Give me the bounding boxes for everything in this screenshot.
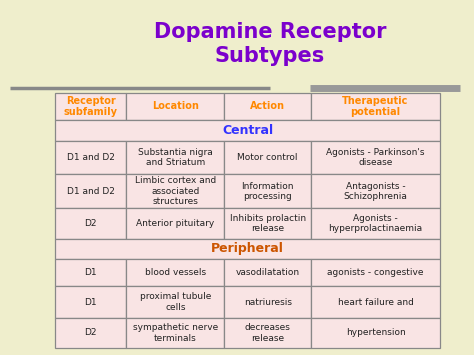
Bar xyxy=(311,286,440,318)
Text: Central: Central xyxy=(222,124,273,137)
Text: D1 and D2: D1 and D2 xyxy=(67,187,115,196)
Bar xyxy=(224,286,311,318)
Text: D1: D1 xyxy=(84,268,97,277)
Bar xyxy=(311,93,440,120)
Bar xyxy=(55,208,126,239)
Bar xyxy=(126,208,224,239)
Bar xyxy=(126,174,224,208)
Text: Inhibits prolactin
release: Inhibits prolactin release xyxy=(229,214,306,233)
Bar xyxy=(55,174,126,208)
Bar xyxy=(55,120,440,141)
Text: Agonists -
hyperprolactinaemia: Agonists - hyperprolactinaemia xyxy=(328,214,423,233)
Text: agonists - congestive: agonists - congestive xyxy=(327,268,424,277)
Text: Location: Location xyxy=(152,102,199,111)
Text: D2: D2 xyxy=(84,328,97,337)
Text: Receptor
subfamily: Receptor subfamily xyxy=(64,95,118,117)
Text: natriuresis: natriuresis xyxy=(244,297,292,307)
Text: D2: D2 xyxy=(84,219,97,228)
Text: Anterior pituitary: Anterior pituitary xyxy=(136,219,214,228)
Bar xyxy=(55,141,126,174)
Bar xyxy=(126,141,224,174)
Bar xyxy=(55,239,440,259)
Bar xyxy=(126,318,224,348)
Text: Peripheral: Peripheral xyxy=(211,242,284,256)
Text: Substantia nigra
and Striatum: Substantia nigra and Striatum xyxy=(138,148,213,168)
Text: sympathetic nerve
terminals: sympathetic nerve terminals xyxy=(133,323,218,343)
Bar xyxy=(126,93,224,120)
Text: proximal tubule
cells: proximal tubule cells xyxy=(140,293,211,312)
Text: D1: D1 xyxy=(84,297,97,307)
Bar xyxy=(55,259,126,286)
Bar xyxy=(55,93,126,120)
Bar xyxy=(311,259,440,286)
Text: Antagonists -
Schizophrenia: Antagonists - Schizophrenia xyxy=(344,181,408,201)
Text: heart failure and: heart failure and xyxy=(337,297,413,307)
Text: Action: Action xyxy=(250,102,285,111)
Bar xyxy=(224,141,311,174)
Bar xyxy=(311,208,440,239)
Text: Information
processing: Information processing xyxy=(241,181,294,201)
Bar xyxy=(55,286,126,318)
Bar xyxy=(224,93,311,120)
Bar xyxy=(224,318,311,348)
Bar xyxy=(311,318,440,348)
Text: Agonists - Parkinson's
disease: Agonists - Parkinson's disease xyxy=(326,148,425,168)
Text: Motor control: Motor control xyxy=(237,153,298,162)
Bar xyxy=(224,259,311,286)
Text: D1 and D2: D1 and D2 xyxy=(67,153,115,162)
Bar xyxy=(55,318,126,348)
Bar xyxy=(126,259,224,286)
Bar xyxy=(224,174,311,208)
Text: vasodilatation: vasodilatation xyxy=(236,268,300,277)
Text: Limbic cortex and
associated
structures: Limbic cortex and associated structures xyxy=(135,176,216,206)
Bar xyxy=(311,141,440,174)
Text: hypertension: hypertension xyxy=(346,328,405,337)
Text: Therapeutic
potential: Therapeutic potential xyxy=(342,95,409,117)
Text: decreases
release: decreases release xyxy=(245,323,291,343)
Bar xyxy=(126,286,224,318)
Bar xyxy=(224,208,311,239)
Text: Dopamine Receptor
Subtypes: Dopamine Receptor Subtypes xyxy=(154,22,386,66)
Bar xyxy=(311,174,440,208)
Text: blood vessels: blood vessels xyxy=(145,268,206,277)
